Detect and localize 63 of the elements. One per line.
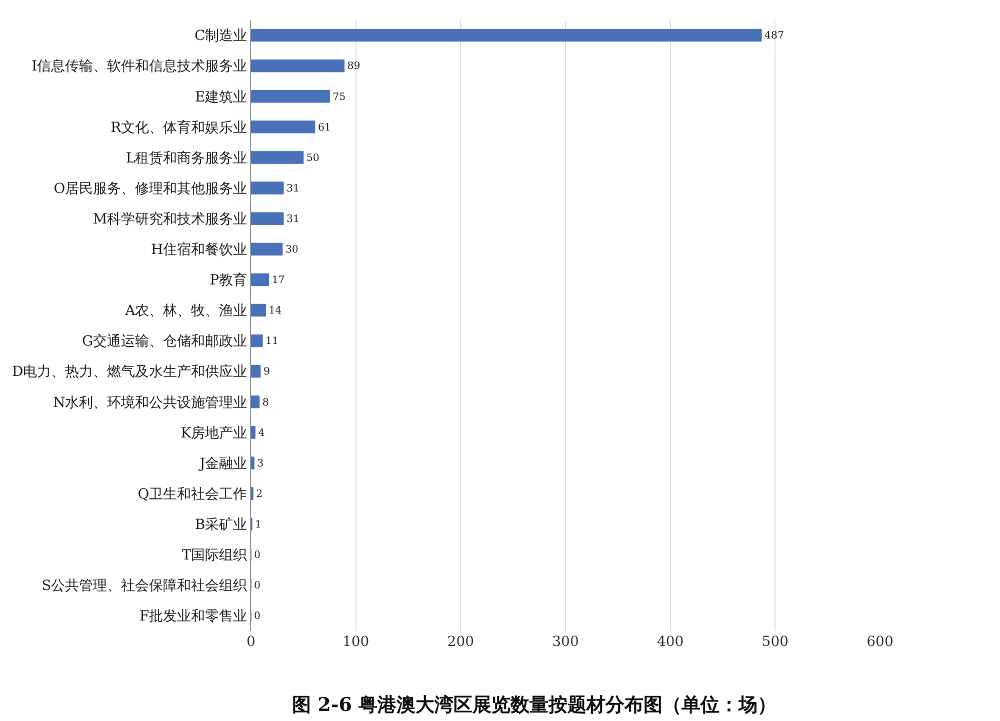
y-tick-label: E建筑业 bbox=[194, 89, 248, 106]
bar bbox=[251, 426, 256, 439]
data-label: 89 bbox=[347, 61, 360, 72]
bar bbox=[251, 120, 316, 134]
y-tick-label: B采矿业 bbox=[194, 516, 248, 533]
data-label: 31 bbox=[286, 214, 300, 225]
y-tick-label: S公共管理、社会保障和社会组织 bbox=[42, 578, 248, 594]
bar bbox=[251, 242, 283, 256]
data-label: 487 bbox=[764, 30, 784, 42]
data-label: 9 bbox=[263, 366, 270, 378]
bar bbox=[251, 90, 330, 103]
x-tick-label: 100 bbox=[342, 634, 370, 650]
y-tick-label: G交通运输、仓储和邮政业 bbox=[82, 334, 248, 350]
data-label: 4 bbox=[258, 428, 265, 439]
bar bbox=[251, 182, 284, 194]
data-label: 0 bbox=[254, 550, 260, 562]
y-tick-label: C制造业 bbox=[194, 28, 248, 44]
data-label: 17 bbox=[272, 275, 285, 286]
text: 图 2-6 粤港澳大湾区展览数量按题材分布图（单位：场） bbox=[292, 694, 777, 716]
x-tick-label: 200 bbox=[447, 634, 474, 650]
data-label: 61 bbox=[318, 122, 331, 134]
bar bbox=[251, 273, 270, 286]
x-tick-label: 300 bbox=[552, 634, 579, 650]
y-tick-label: O居民服务、修理和其他服务业 bbox=[54, 180, 248, 197]
data-label: 11 bbox=[266, 336, 278, 348]
x-tick-label: 400 bbox=[656, 634, 684, 650]
data-label: 3 bbox=[257, 458, 264, 470]
bar bbox=[251, 28, 762, 42]
data-label: 75 bbox=[332, 92, 346, 103]
y-tick-label: L租赁和商务服务业 bbox=[126, 150, 248, 166]
bar bbox=[251, 396, 260, 408]
data-label: 8 bbox=[262, 397, 269, 408]
data-label: 31 bbox=[286, 183, 300, 194]
y-tick-label: T国际组织 bbox=[182, 548, 248, 564]
y-tick-label: A农、林、牧、渔业 bbox=[124, 303, 248, 320]
data-label: 1 bbox=[255, 519, 262, 530]
y-tick-label: J金融业 bbox=[198, 456, 248, 472]
data-label: 30 bbox=[285, 244, 298, 256]
bar bbox=[251, 212, 284, 225]
y-tick-label: R文化、体育和娱乐业 bbox=[110, 118, 248, 136]
y-tick-label: Q卫生和社会工作 bbox=[138, 486, 248, 502]
bar bbox=[251, 334, 263, 348]
bar bbox=[251, 151, 304, 164]
x-tick-label: 0 bbox=[246, 634, 256, 650]
data-label: 50 bbox=[306, 152, 320, 164]
data-label: 0 bbox=[254, 580, 260, 592]
y-tick-label: N水利、环境和公共设施管理业 bbox=[52, 394, 248, 411]
bar bbox=[251, 304, 266, 317]
data-label: 14 bbox=[268, 306, 282, 317]
y-tick-label: F批发业和零售业 bbox=[139, 608, 248, 625]
bar bbox=[251, 456, 254, 470]
y-tick-label: D电力、热力、燃气及水生产和供应业 bbox=[12, 364, 248, 380]
y-tick-label: K房地产业 bbox=[180, 425, 248, 442]
data-label: 0 bbox=[254, 611, 260, 622]
y-tick-label: I信息传输、软件和信息技术服务业 bbox=[32, 58, 248, 75]
y-tick-label: M科学研究和技术服务业 bbox=[92, 211, 248, 228]
y-tick-label: P教育 bbox=[210, 272, 248, 289]
bar bbox=[251, 59, 345, 72]
y-tick-label: H住宿和餐饮业 bbox=[150, 242, 248, 258]
data-label: 2 bbox=[256, 488, 263, 500]
x-tick-label: 600 bbox=[866, 634, 894, 650]
x-tick-label: 500 bbox=[762, 634, 789, 650]
bar bbox=[251, 364, 261, 378]
